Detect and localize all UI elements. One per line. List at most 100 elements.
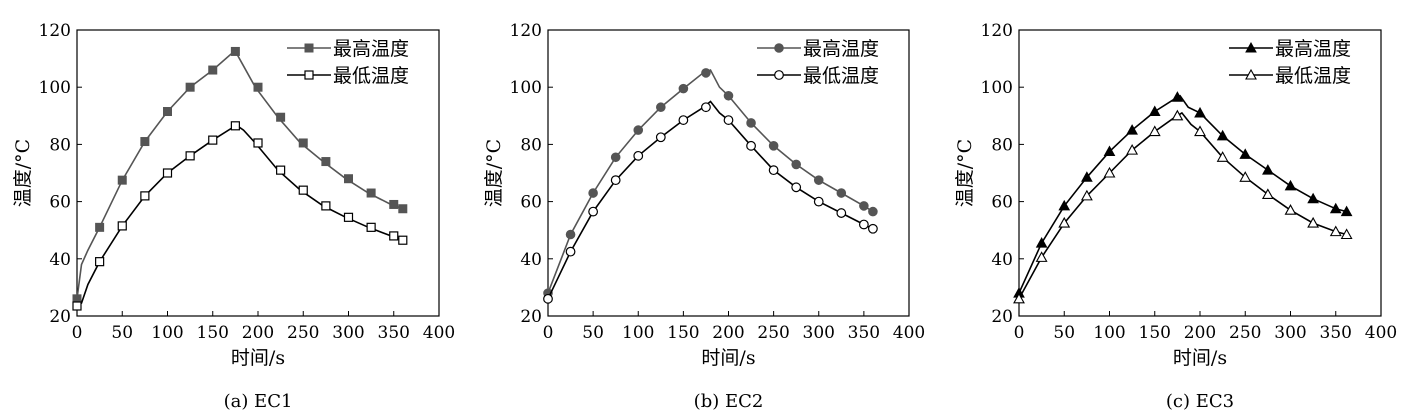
series-1-point xyxy=(95,222,105,232)
series-2-point xyxy=(588,206,599,217)
x-tick-label: 150 xyxy=(667,323,699,343)
series-2-point xyxy=(208,135,218,145)
legend-label: 最低温度 xyxy=(1275,65,1351,87)
series-1-point xyxy=(321,157,331,167)
series-2-point xyxy=(1058,216,1071,228)
series-2-point xyxy=(768,165,779,176)
series-1-point xyxy=(656,102,666,113)
series-2-point xyxy=(868,223,878,234)
y-tick-label: 40 xyxy=(520,250,542,270)
x-tick-label: 100 xyxy=(151,323,183,343)
y-tick-label: 20 xyxy=(520,307,542,327)
legend-marker xyxy=(774,70,784,80)
legend-marker xyxy=(1245,41,1257,53)
series-1-point xyxy=(1058,199,1071,211)
series-1-point xyxy=(185,82,195,92)
series-1-point xyxy=(701,68,711,78)
series-1-point xyxy=(389,199,399,209)
series-1-point xyxy=(746,118,756,128)
series-2-point xyxy=(813,196,824,207)
series-2-point xyxy=(746,140,756,151)
series-1-point xyxy=(813,175,824,185)
series-1-point xyxy=(723,90,734,101)
series-1-point xyxy=(1284,179,1297,191)
series-1-point xyxy=(588,188,598,198)
series-2-point xyxy=(72,301,82,311)
x-tick-label: 50 xyxy=(1053,323,1075,343)
series-1-point xyxy=(276,112,286,122)
series-2-point xyxy=(276,165,286,175)
series-2-point xyxy=(1080,189,1093,201)
series-2-point xyxy=(1148,125,1161,137)
series-1-point xyxy=(768,141,779,151)
series-1-point xyxy=(859,201,869,211)
y-tick-label: 60 xyxy=(49,193,71,213)
series-line-1 xyxy=(1018,94,1347,294)
series-1-point xyxy=(1103,145,1116,157)
series-line-2 xyxy=(1018,111,1347,300)
series-2-point xyxy=(610,175,621,186)
y-tick-label: 40 xyxy=(991,250,1013,270)
y-tick-label: 120 xyxy=(510,21,542,41)
x-axis-label: 时间/s xyxy=(231,347,285,369)
series-1-point xyxy=(1239,148,1252,159)
series-2-point xyxy=(1329,225,1342,237)
series-1-point xyxy=(117,175,127,185)
series-1-point xyxy=(1340,205,1353,217)
series-1-point xyxy=(366,188,376,198)
series-2-point xyxy=(1171,109,1184,121)
series-2-point xyxy=(678,115,689,125)
series-line-2 xyxy=(547,100,874,300)
series-2-point xyxy=(1103,166,1116,178)
series-2-point xyxy=(230,121,240,131)
series-1-point xyxy=(868,206,878,217)
x-tick-label: 200 xyxy=(242,323,274,343)
x-tick-label: 50 xyxy=(582,323,604,343)
y-tick-label: 20 xyxy=(991,307,1013,327)
x-tick-label: 350 xyxy=(1320,323,1352,343)
y-tick-label: 60 xyxy=(991,193,1013,213)
series-2-point xyxy=(343,212,354,222)
series-1-point xyxy=(1081,171,1093,182)
x-tick-label: 50 xyxy=(111,323,133,343)
series-2-point xyxy=(1194,125,1206,137)
series-1-point xyxy=(1126,124,1138,135)
legend-marker xyxy=(774,43,784,53)
series-2-point xyxy=(1307,216,1320,228)
y-tick-label: 80 xyxy=(49,135,71,155)
series-2-point xyxy=(389,231,399,241)
y-tick-label: 120 xyxy=(39,21,71,41)
series-2-point xyxy=(321,201,331,211)
x-tick-label: 250 xyxy=(287,323,319,343)
series-1-point xyxy=(565,229,576,240)
panel-caption: (c) EC3 xyxy=(1166,391,1234,412)
series-2-point xyxy=(1013,292,1025,304)
series-1-point xyxy=(836,188,847,198)
series-1-point xyxy=(140,137,150,147)
series-2-point xyxy=(858,219,869,230)
series-2-point xyxy=(298,185,308,195)
series-2-point xyxy=(398,235,408,245)
series-line-1 xyxy=(76,50,404,299)
x-tick-label: 200 xyxy=(712,323,744,343)
x-tick-label: 200 xyxy=(1184,323,1216,343)
series-line-1 xyxy=(547,68,874,294)
y-axis-label: 温度/°C xyxy=(12,139,34,207)
series-1-point xyxy=(678,83,689,94)
series-2-point xyxy=(791,182,802,193)
y-tick-label: 60 xyxy=(520,193,542,213)
series-2-point xyxy=(655,132,666,143)
y-tick-label: 100 xyxy=(981,78,1013,98)
series-2-point xyxy=(162,168,173,178)
series-2-point xyxy=(1035,251,1048,262)
y-axis-label: 温度/°C xyxy=(954,139,976,207)
x-tick-label: 150 xyxy=(1139,323,1171,343)
panel-caption: (a) EC1 xyxy=(224,391,293,412)
x-tick-label: 400 xyxy=(1365,323,1397,343)
series-1-point xyxy=(610,152,621,163)
series-1-point xyxy=(633,125,644,135)
series-2-point xyxy=(701,102,711,113)
x-tick-label: 150 xyxy=(197,323,229,343)
x-tick-label: 350 xyxy=(848,323,880,343)
series-2-point xyxy=(1126,143,1139,155)
